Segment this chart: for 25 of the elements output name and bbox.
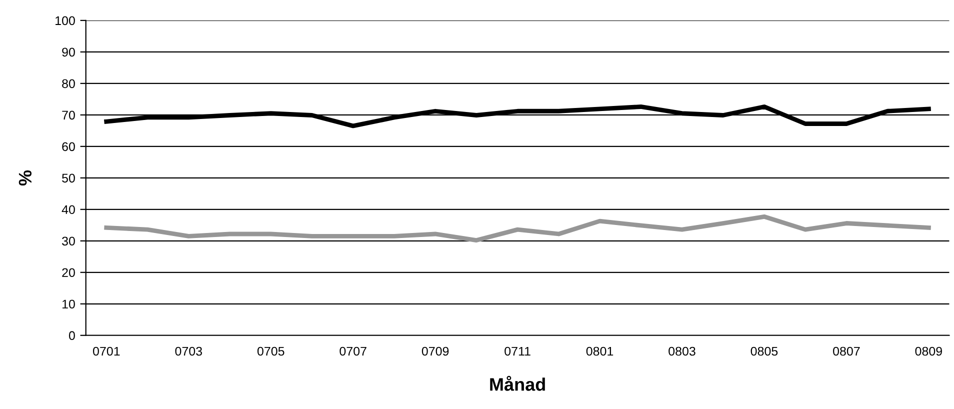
y-tick-label: 10 xyxy=(62,300,75,309)
y-tick-label: 0 xyxy=(68,331,75,340)
y-tick-label: 100 xyxy=(56,16,75,26)
x-tick-label: 0707 xyxy=(340,346,366,356)
x-tick-label: 0705 xyxy=(257,346,284,356)
y-tick-label: 30 xyxy=(62,236,75,246)
x-tick-label: 0711 xyxy=(504,346,530,356)
x-tick-label: 0807 xyxy=(833,346,860,356)
y-tick-label: 20 xyxy=(62,268,75,278)
y-tick-label: 50 xyxy=(62,174,75,183)
x-tick-label: 0701 xyxy=(93,346,120,356)
y-axis-title: % xyxy=(18,170,32,186)
x-tick-label: 0805 xyxy=(750,346,778,356)
y-tick-label: 80 xyxy=(62,79,75,88)
x-tick-label: 0709 xyxy=(422,346,449,356)
y-tick-label: 70 xyxy=(62,110,75,120)
x-tick-label: 0703 xyxy=(175,346,202,356)
y-tick-label: 40 xyxy=(62,205,75,214)
line-series xyxy=(104,214,931,242)
x-tick-label: 0801 xyxy=(586,346,614,356)
x-axis-title: Månad xyxy=(490,376,545,391)
y-tick-label: 90 xyxy=(62,48,75,57)
x-tick-label: 0809 xyxy=(915,346,942,356)
x-tick-label: 0803 xyxy=(668,346,696,356)
y-tick-label: 60 xyxy=(62,142,75,152)
